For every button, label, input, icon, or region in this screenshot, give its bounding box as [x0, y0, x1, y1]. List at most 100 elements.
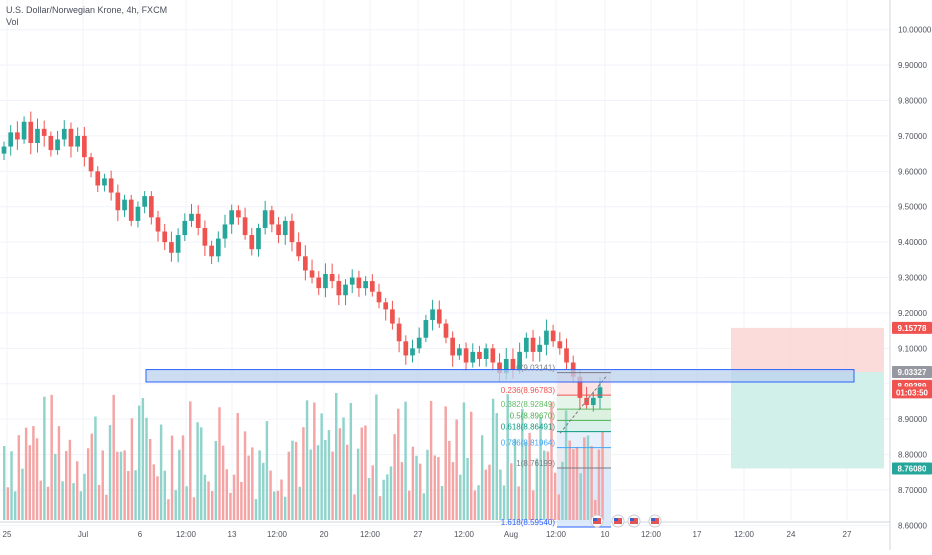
candle-body [383, 302, 389, 310]
volume-bar [240, 481, 243, 520]
volume-bar [185, 486, 188, 520]
price-tick-label: 8.80000 [898, 451, 927, 460]
volume-bar [39, 480, 42, 520]
time-axis-label: Jul [78, 530, 88, 539]
volume-bar [112, 394, 115, 520]
volume-bar [294, 441, 298, 520]
volume-bar [192, 497, 196, 520]
volume-bar [75, 461, 79, 520]
volume-bar [305, 400, 309, 520]
volume-bar [46, 486, 50, 520]
volume-bar [178, 449, 181, 520]
volume-bar [437, 457, 440, 520]
volume-bar [470, 411, 473, 520]
volume-bar [6, 487, 10, 520]
fib-trend-line [559, 376, 607, 434]
candle-body [82, 135, 87, 158]
volume-bar [327, 430, 331, 520]
volume-bar [97, 485, 101, 520]
volume-bar [247, 455, 250, 520]
candle-body [530, 337, 536, 352]
candle-body [102, 178, 107, 186]
volume-bar [349, 402, 353, 520]
volume-bar [364, 425, 367, 520]
volume-bar [218, 407, 221, 520]
candle-body [584, 397, 589, 405]
candle-body [390, 309, 395, 324]
time-axis-label: 12:00 [734, 530, 755, 539]
candle-body [416, 337, 422, 349]
candle-body [463, 348, 469, 363]
volume-bar [127, 470, 130, 520]
volume-bar [298, 486, 301, 520]
volume-bar [21, 468, 24, 520]
volume-bar [291, 440, 294, 520]
volume-bar [550, 402, 553, 520]
candle-body [363, 281, 368, 289]
volume-bar [455, 419, 458, 520]
candle-body [202, 227, 208, 246]
volume-bar [119, 451, 123, 520]
candle-body [577, 376, 583, 398]
volume-bar [532, 490, 535, 520]
volume-bar [134, 470, 137, 520]
price-badge [892, 365, 932, 378]
volume-bar [269, 470, 272, 520]
candle-body [269, 210, 275, 225]
volume-bar [331, 451, 334, 520]
candle-body [537, 344, 543, 352]
fib-level-label: 0(9.03141) [516, 364, 555, 373]
fib-zone [557, 395, 611, 410]
volume-bar [236, 413, 239, 520]
volume-bar [353, 494, 356, 520]
volume-bar [568, 440, 571, 520]
volume-bar [17, 435, 21, 520]
candle-body [155, 217, 161, 232]
candle-body [470, 351, 476, 363]
volume-bar [335, 392, 338, 520]
candle-body [189, 213, 194, 221]
candle-body [115, 192, 121, 211]
fib-level-label: 1.618(8.59540) [501, 518, 556, 527]
candle-body [41, 128, 47, 136]
volume-bar [32, 426, 35, 520]
volume-bar [590, 445, 593, 520]
candle-body [289, 220, 295, 243]
volume-bar [495, 413, 498, 520]
price-tick-label: 9.60000 [898, 167, 927, 176]
volume-bar [108, 425, 112, 520]
volume-bar [524, 441, 528, 520]
candle-body [410, 348, 415, 356]
volume-bar [254, 499, 258, 520]
price-tick-label: 9.50000 [898, 203, 927, 212]
volume-bar [378, 496, 382, 520]
volume-bar [207, 481, 210, 520]
volume-bar [83, 473, 86, 520]
volume-bar [101, 450, 104, 520]
price-tick-label: 9.30000 [898, 274, 927, 283]
candle-body [282, 220, 288, 236]
volume-bar [528, 432, 531, 520]
volume-bar [502, 485, 506, 520]
volume-bar [50, 394, 53, 520]
candle-body [457, 348, 462, 356]
volume-bar [130, 418, 134, 520]
candle-body [483, 348, 489, 359]
candle-body [523, 337, 529, 352]
volume-bar [393, 434, 396, 520]
price-badge-label: 8.99389 [898, 382, 927, 391]
candle-body [557, 341, 563, 349]
volume-bar [488, 464, 491, 520]
volume-bar [418, 463, 422, 520]
volume-bar [287, 451, 291, 520]
candle-body [249, 235, 255, 250]
candle-body [510, 358, 516, 370]
volume-bar [159, 424, 163, 520]
volume-bar [189, 401, 192, 520]
time-axis-label: 12:00 [641, 530, 662, 539]
volume-bar [116, 451, 119, 520]
candle-body [276, 224, 281, 236]
volume-bar [400, 462, 404, 520]
